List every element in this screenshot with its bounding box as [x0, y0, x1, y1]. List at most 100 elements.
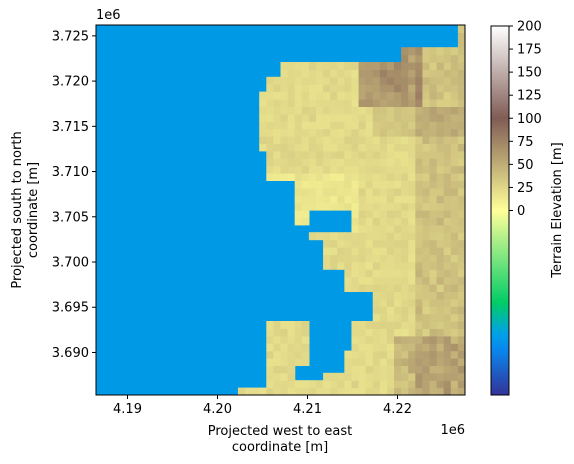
- elevation-cell: [365, 335, 374, 344]
- elevation-cell: [408, 269, 416, 278]
- elevation-cell: [337, 143, 345, 152]
- elevation-cell: [457, 239, 465, 248]
- elevation-cell: [457, 247, 465, 255]
- elevation-cell: [386, 284, 395, 292]
- elevation-cell: [344, 158, 353, 167]
- elevation-cell: [301, 84, 310, 93]
- elevation-cell: [266, 91, 275, 100]
- elevation-cell: [337, 136, 345, 144]
- x-axis-label-line1: Projected west to east: [208, 424, 353, 439]
- elevation-cell: [280, 143, 289, 152]
- elevation-cell: [436, 254, 445, 263]
- elevation-cell: [422, 343, 431, 352]
- y-tick-label: 3.705: [52, 210, 89, 225]
- elevation-cell: [443, 239, 452, 248]
- elevation-cell: [330, 173, 338, 181]
- elevation-cell: [415, 232, 424, 241]
- colorbar-tick-label: 175: [517, 43, 542, 58]
- elevation-cell: [266, 387, 275, 395]
- elevation-cell: [315, 173, 324, 181]
- elevation-cell: [294, 387, 303, 395]
- elevation-cell: [308, 187, 317, 196]
- elevation-cell: [315, 121, 324, 130]
- elevation-cell: [287, 106, 296, 115]
- elevation-cell: [386, 121, 395, 130]
- elevation-cell: [287, 328, 296, 337]
- elevation-cell: [372, 335, 381, 344]
- elevation-cell: [266, 128, 275, 137]
- elevation-cell: [429, 128, 438, 137]
- elevation-cell: [415, 91, 424, 100]
- elevation-cell: [415, 173, 424, 181]
- elevation-cell: [301, 335, 310, 344]
- elevation-cell: [308, 143, 317, 152]
- colorbar-axis: 0 25 50 75 100 125 150 175 200: [509, 20, 542, 219]
- elevation-cell: [457, 180, 465, 189]
- elevation-cell: [394, 62, 402, 70]
- elevation-cell: [422, 232, 431, 241]
- elevation-cell: [436, 335, 445, 344]
- elevation-cell: [323, 158, 331, 167]
- elevation-cell: [365, 387, 374, 395]
- elevation-cell: [351, 121, 360, 130]
- y-tick-label: 3.710: [52, 165, 89, 180]
- elevation-cell: [429, 343, 438, 352]
- elevation-cell: [379, 387, 388, 395]
- elevation-cell: [330, 239, 338, 248]
- elevation-cell: [379, 150, 388, 159]
- elevation-cell: [450, 261, 459, 270]
- elevation-cell: [408, 91, 416, 100]
- elevation-cell: [401, 224, 409, 233]
- elevation-cell: [394, 298, 402, 307]
- elevation-cell: [358, 99, 367, 107]
- elevation-cell: [294, 69, 303, 78]
- elevation-cell: [344, 180, 353, 189]
- elevation-cell: [436, 47, 445, 56]
- elevation-cell: [408, 239, 416, 248]
- elevation-cell: [315, 62, 324, 70]
- elevation-cell: [308, 150, 317, 159]
- elevation-cell: [415, 365, 424, 374]
- elevation-cell: [422, 121, 431, 130]
- elevation-cell: [457, 298, 465, 307]
- elevation-cell: [315, 99, 324, 107]
- elevation-cell: [379, 261, 388, 270]
- elevation-cell: [443, 380, 452, 389]
- elevation-cell: [394, 150, 402, 159]
- elevation-cell: [436, 387, 445, 395]
- elevation-cell: [330, 99, 338, 107]
- elevation-cell: [379, 365, 388, 374]
- elevation-cell: [351, 150, 360, 159]
- elevation-cell: [330, 69, 338, 78]
- elevation-cell: [337, 372, 345, 381]
- elevation-cell: [415, 54, 424, 63]
- elevation-cell: [379, 62, 388, 70]
- elevation-cell: [408, 224, 416, 233]
- elevation-cell: [450, 47, 459, 56]
- elevation-cell: [294, 158, 303, 167]
- elevation-cell: [386, 254, 395, 263]
- elevation-cell: [294, 121, 303, 130]
- elevation-cell: [259, 106, 267, 115]
- elevation-cell: [294, 180, 303, 189]
- elevation-cell: [372, 321, 381, 329]
- elevation-cell: [415, 150, 424, 159]
- elevation-cell: [450, 195, 459, 204]
- elevation-cell: [408, 335, 416, 344]
- elevation-cell: [266, 143, 275, 152]
- elevation-cell: [443, 99, 452, 107]
- elevation-cell: [401, 150, 409, 159]
- elevation-cell: [450, 350, 459, 359]
- elevation-cell: [280, 328, 289, 337]
- elevation-cell: [308, 69, 317, 78]
- elevation-cell: [344, 195, 353, 204]
- elevation-cell: [436, 54, 445, 63]
- elevation-cell: [259, 121, 267, 130]
- elevation-cell: [457, 313, 465, 322]
- elevation-cell: [330, 254, 338, 263]
- elevation-cell: [415, 224, 424, 233]
- elevation-cell: [401, 269, 409, 278]
- elevation-cell: [323, 173, 331, 181]
- elevation-cell: [443, 350, 452, 359]
- y-tick-label: 3.725: [52, 29, 89, 44]
